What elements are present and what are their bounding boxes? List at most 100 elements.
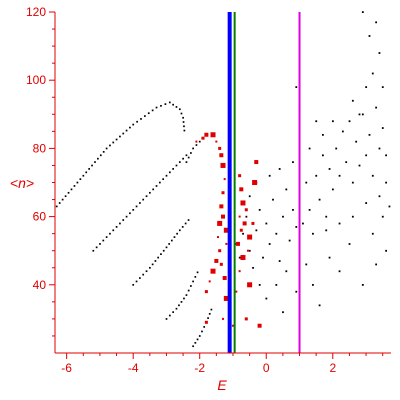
- data-point: [248, 195, 251, 198]
- data-point: [184, 222, 187, 225]
- data-point-red: [218, 146, 222, 150]
- data-point: [155, 185, 158, 187]
- data-point: [145, 195, 148, 198]
- data-point: [180, 112, 183, 115]
- data-point: [292, 161, 294, 164]
- plot-area: [55, 11, 391, 353]
- data-point: [92, 249, 95, 252]
- vertical-reference-line: [233, 12, 236, 353]
- data-point: [176, 232, 178, 235]
- data-point: [371, 232, 374, 235]
- data-point: [385, 154, 388, 157]
- data-point: [178, 161, 181, 163]
- data-point: [368, 35, 371, 37]
- data-point: [132, 208, 135, 211]
- data-point: [125, 215, 128, 218]
- data-point-red: [235, 290, 238, 293]
- data-point: [268, 174, 271, 177]
- data-point: [144, 115, 146, 117]
- data-point: [180, 301, 183, 303]
- data-point: [182, 121, 185, 123]
- data-point: [331, 120, 334, 123]
- data-point: [165, 318, 168, 320]
- data-point-red: [201, 136, 205, 140]
- data-point: [295, 86, 298, 89]
- y-tick-label: 100: [26, 73, 46, 87]
- data-point: [132, 123, 135, 126]
- data-point: [381, 215, 384, 218]
- data-point: [378, 147, 381, 150]
- data-point: [378, 52, 381, 54]
- data-point: [172, 311, 174, 313]
- data-point: [142, 273, 145, 276]
- data-point: [265, 222, 268, 225]
- data-point: [122, 219, 125, 221]
- data-point: [139, 277, 141, 279]
- data-point: [312, 284, 314, 286]
- data-point: [160, 253, 162, 256]
- data-point: [361, 113, 364, 116]
- data-point: [122, 132, 125, 135]
- data-point: [172, 103, 174, 106]
- data-point: [94, 161, 96, 163]
- data-point-red: [195, 140, 198, 143]
- data-point: [275, 232, 278, 235]
- data-point: [97, 157, 99, 160]
- data-point: [322, 154, 324, 157]
- data-point-red: [222, 275, 227, 280]
- data-point-red: [220, 162, 226, 168]
- data-point: [102, 239, 105, 242]
- data-point-red: [244, 208, 248, 212]
- data-point: [135, 280, 138, 283]
- data-point: [208, 312, 211, 315]
- data-point-red: [214, 258, 219, 263]
- data-point: [164, 103, 167, 105]
- data-point: [73, 185, 76, 187]
- data-point-red: [246, 249, 249, 252]
- data-point: [288, 239, 291, 242]
- data-point: [325, 215, 328, 218]
- data-point: [358, 113, 361, 116]
- data-point: [129, 212, 131, 215]
- data-point: [375, 21, 378, 24]
- data-point: [365, 154, 368, 157]
- data-point-red: [204, 290, 208, 294]
- data-point: [338, 174, 341, 177]
- data-point-red: [247, 234, 253, 240]
- data-point: [358, 164, 361, 167]
- data-point-red: [215, 140, 218, 143]
- data-point: [157, 256, 160, 259]
- data-point-red: [219, 204, 224, 209]
- data-point-red: [235, 241, 240, 246]
- data-point: [181, 226, 184, 228]
- vertical-reference-line: [227, 12, 232, 353]
- data-point-red: [238, 215, 241, 218]
- data-point: [70, 188, 73, 191]
- data-point: [292, 208, 294, 211]
- data-point: [351, 215, 354, 218]
- data-point: [91, 164, 93, 167]
- data-point: [338, 270, 341, 273]
- data-point: [168, 101, 171, 104]
- data-point: [168, 243, 171, 245]
- data-point: [140, 118, 142, 120]
- data-point: [285, 270, 288, 273]
- x-tick-label: -2: [194, 361, 205, 375]
- data-point: [325, 229, 328, 232]
- data-point: [119, 222, 121, 225]
- data-point: [136, 120, 138, 123]
- data-point: [183, 297, 185, 300]
- data-point-red: [242, 221, 247, 226]
- data-point: [67, 191, 70, 194]
- data-point: [79, 178, 82, 180]
- data-point-red: [223, 227, 229, 233]
- data-point: [192, 345, 194, 348]
- data-point-red: [238, 174, 242, 178]
- data-point-red: [254, 160, 259, 165]
- data-point: [207, 317, 209, 319]
- data-point: [139, 202, 141, 204]
- data-point: [195, 144, 198, 146]
- data-point: [182, 157, 184, 160]
- x-tick-label: 0: [263, 361, 270, 375]
- data-point: [192, 147, 194, 150]
